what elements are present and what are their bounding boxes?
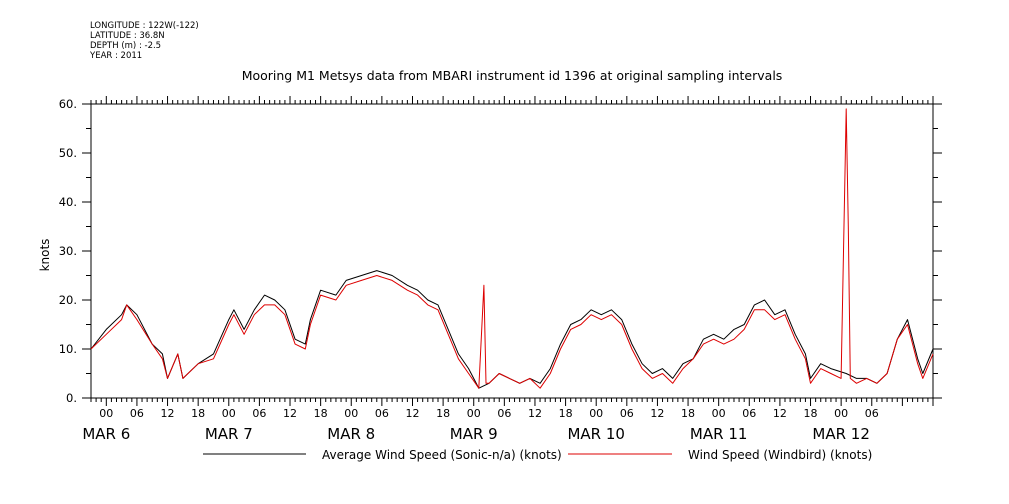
x-tick-label: 12 (528, 407, 542, 420)
plot-frame (90, 103, 934, 399)
y-tick-label: 20. (59, 293, 77, 307)
depth-label: DEPTH (m) : -2.5 (90, 41, 162, 51)
x-tick-label: 00 (99, 407, 113, 420)
x-tick-label: 00 (222, 407, 236, 420)
y-tick-labels: 0. 10. 20. 30. 40. 50. 60. (59, 97, 77, 405)
x-tick-label: 18 (804, 407, 818, 420)
axis-ticks (82, 96, 942, 406)
x-tick-label: 12 (405, 407, 419, 420)
day-label: MAR 7 (205, 425, 253, 443)
y-tick-label: 0. (66, 391, 77, 405)
y-tick-label: 40. (59, 195, 77, 209)
day-label: MAR 12 (812, 425, 869, 443)
x-tick-label: 12 (283, 407, 297, 420)
x-tick-label: 00 (589, 407, 603, 420)
series-line-windbird-wind-speed (90, 108, 934, 389)
metadata-block: LONGITUDE : 122W(-122) LATITUDE : 36.8N … (90, 21, 199, 61)
day-label: MAR 9 (450, 425, 498, 443)
x-tick-label: 12 (773, 407, 787, 420)
series-line-average-wind-speed (90, 270, 934, 389)
x-tick-label: 00 (834, 407, 848, 420)
x-tick-label: 18 (191, 407, 205, 420)
longitude-label: LONGITUDE : 122W(-122) (90, 21, 199, 31)
legend: Average Wind Speed (Sonic-n/a) (knots) W… (203, 448, 872, 462)
x-tick-label: 06 (252, 407, 266, 420)
year-label: YEAR : 2011 (90, 51, 143, 61)
chart-title: Mooring M1 Metsys data from MBARI instru… (242, 68, 783, 83)
x-tick-label: 18 (436, 407, 450, 420)
y-tick-label: 30. (59, 244, 77, 258)
y-tick-label: 10. (59, 342, 77, 356)
y-axis-label: knots (38, 239, 52, 272)
day-label: MAR 8 (327, 425, 375, 443)
latitude-label: LATITUDE : 36.8N (90, 31, 165, 41)
x-tick-labels: 00 06 12 18 00 06 12 18 00 06 12 18 00 06 12 18 00 06 12 18… (99, 407, 878, 420)
day-label: MAR 10 (567, 425, 624, 443)
data-series (90, 108, 934, 389)
x-tick-label: 06 (620, 407, 634, 420)
x-tick-label: 06 (865, 407, 879, 420)
day-label: MAR 6 (82, 425, 130, 443)
legend-label-average: Average Wind Speed (Sonic-n/a) (knots) (322, 448, 562, 462)
y-tick-label: 50. (59, 146, 77, 160)
x-tick-label: 06 (742, 407, 756, 420)
x-tick-label: 18 (314, 407, 328, 420)
x-tick-label: 00 (467, 407, 481, 420)
x-tick-label: 18 (559, 407, 573, 420)
x-tick-label: 18 (681, 407, 695, 420)
x-tick-label: 06 (130, 407, 144, 420)
day-labels: MAR 6 MAR 7 MAR 8 MAR 9 MAR 10 MAR 11 MAR 12 (82, 425, 870, 443)
x-tick-label: 06 (375, 407, 389, 420)
legend-label-windbird: Wind Speed (Windbird) (knots) (688, 448, 872, 462)
x-tick-label: 00 (344, 407, 358, 420)
x-tick-label: 06 (497, 407, 511, 420)
x-tick-label: 12 (161, 407, 175, 420)
y-tick-label: 60. (59, 97, 77, 111)
x-tick-label: 12 (650, 407, 664, 420)
x-tick-label: 00 (712, 407, 726, 420)
day-label: MAR 11 (690, 425, 747, 443)
